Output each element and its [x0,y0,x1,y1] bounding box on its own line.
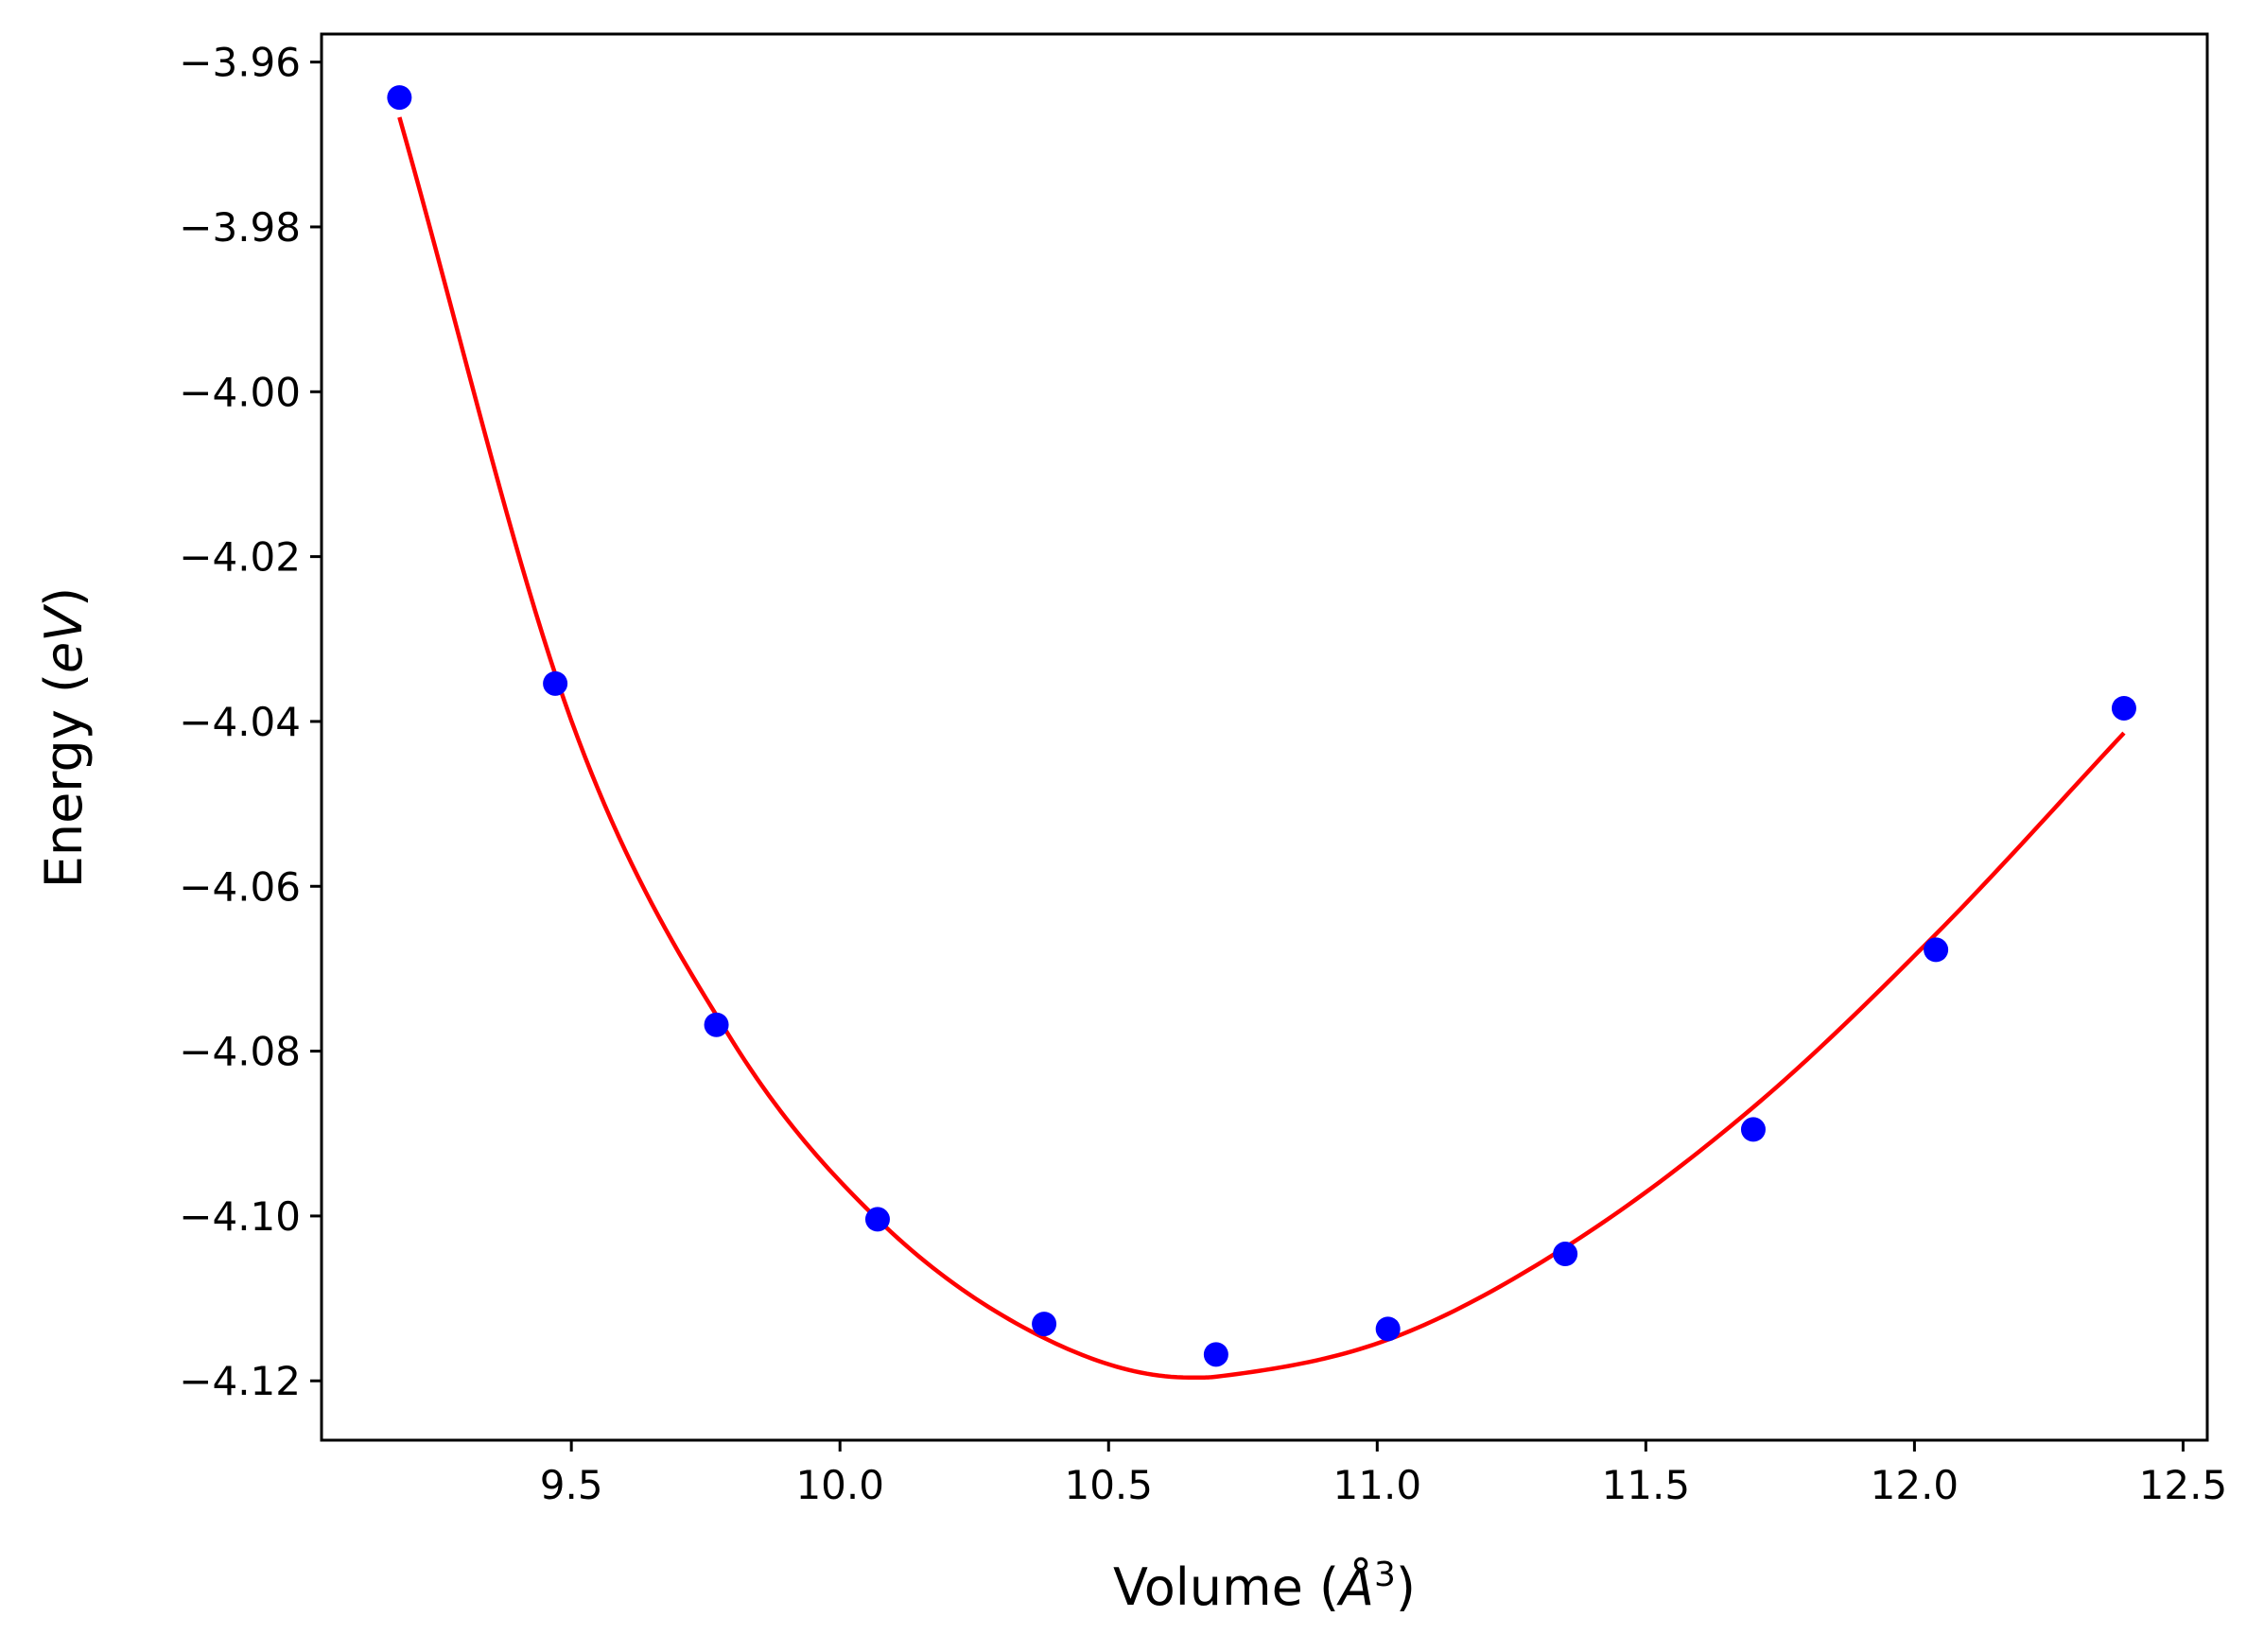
y-axis-label-suffix: ) [34,587,94,607]
data-point [864,1207,890,1232]
y-tick-label: −4.12 [179,1358,301,1404]
y-tick-label: −4.02 [179,534,301,581]
data-point [2111,695,2136,721]
x-tick-label: 12.0 [1871,1462,1959,1508]
data-point [1740,1117,1766,1142]
x-axis-label-suffix: ) [1396,1557,1416,1617]
data-point [1924,937,1949,963]
x-tick-label: 10.5 [1064,1462,1153,1508]
y-tick-label: −4.10 [179,1193,301,1240]
y-axis-label-unit: eV [34,603,94,673]
x-axis-ticks: 9.5 10.0 10.5 11.0 11.5 12.0 12.5 [540,1440,2227,1508]
y-tick-label: −4.04 [179,699,301,745]
y-axis-label-prefix: Energy ( [34,673,94,888]
plot-layer [387,85,2136,1381]
y-tick-label: −4.00 [179,369,301,415]
data-point [1553,1242,1578,1267]
y-tick-label: −3.96 [179,40,301,86]
y-tick-label: −4.08 [179,1029,301,1075]
plot-frame [320,32,2209,1442]
data-point [1203,1342,1228,1367]
data-point [387,85,412,111]
fit-curve [397,116,2126,1381]
x-tick-label: 10.0 [795,1462,884,1508]
x-axis-label: Volume (Å3) [1113,1556,1416,1617]
x-tick-label: 11.0 [1333,1462,1422,1508]
data-point [1032,1312,1057,1337]
x-axis-label-unit: Å [1336,1556,1374,1617]
y-axis-ticks: −3.96 −3.98 −4.00 −4.02 −4.04 −4.06 −4.08 −4.10… [179,40,322,1404]
data-point [1375,1316,1401,1342]
x-tick-label: 12.5 [2139,1462,2228,1508]
x-tick-label: 9.5 [540,1462,603,1508]
y-tick-label: −3.98 [179,204,301,251]
y-tick-label: −4.06 [179,863,301,910]
data-point [543,670,568,696]
y-axis-label: Energy (eV) [34,587,94,889]
x-axis-label-exponent: 3 [1374,1556,1396,1594]
x-tick-label: 11.5 [1602,1462,1691,1508]
data-point [704,1012,729,1037]
x-axis-label-prefix: Volume ( [1113,1557,1339,1617]
